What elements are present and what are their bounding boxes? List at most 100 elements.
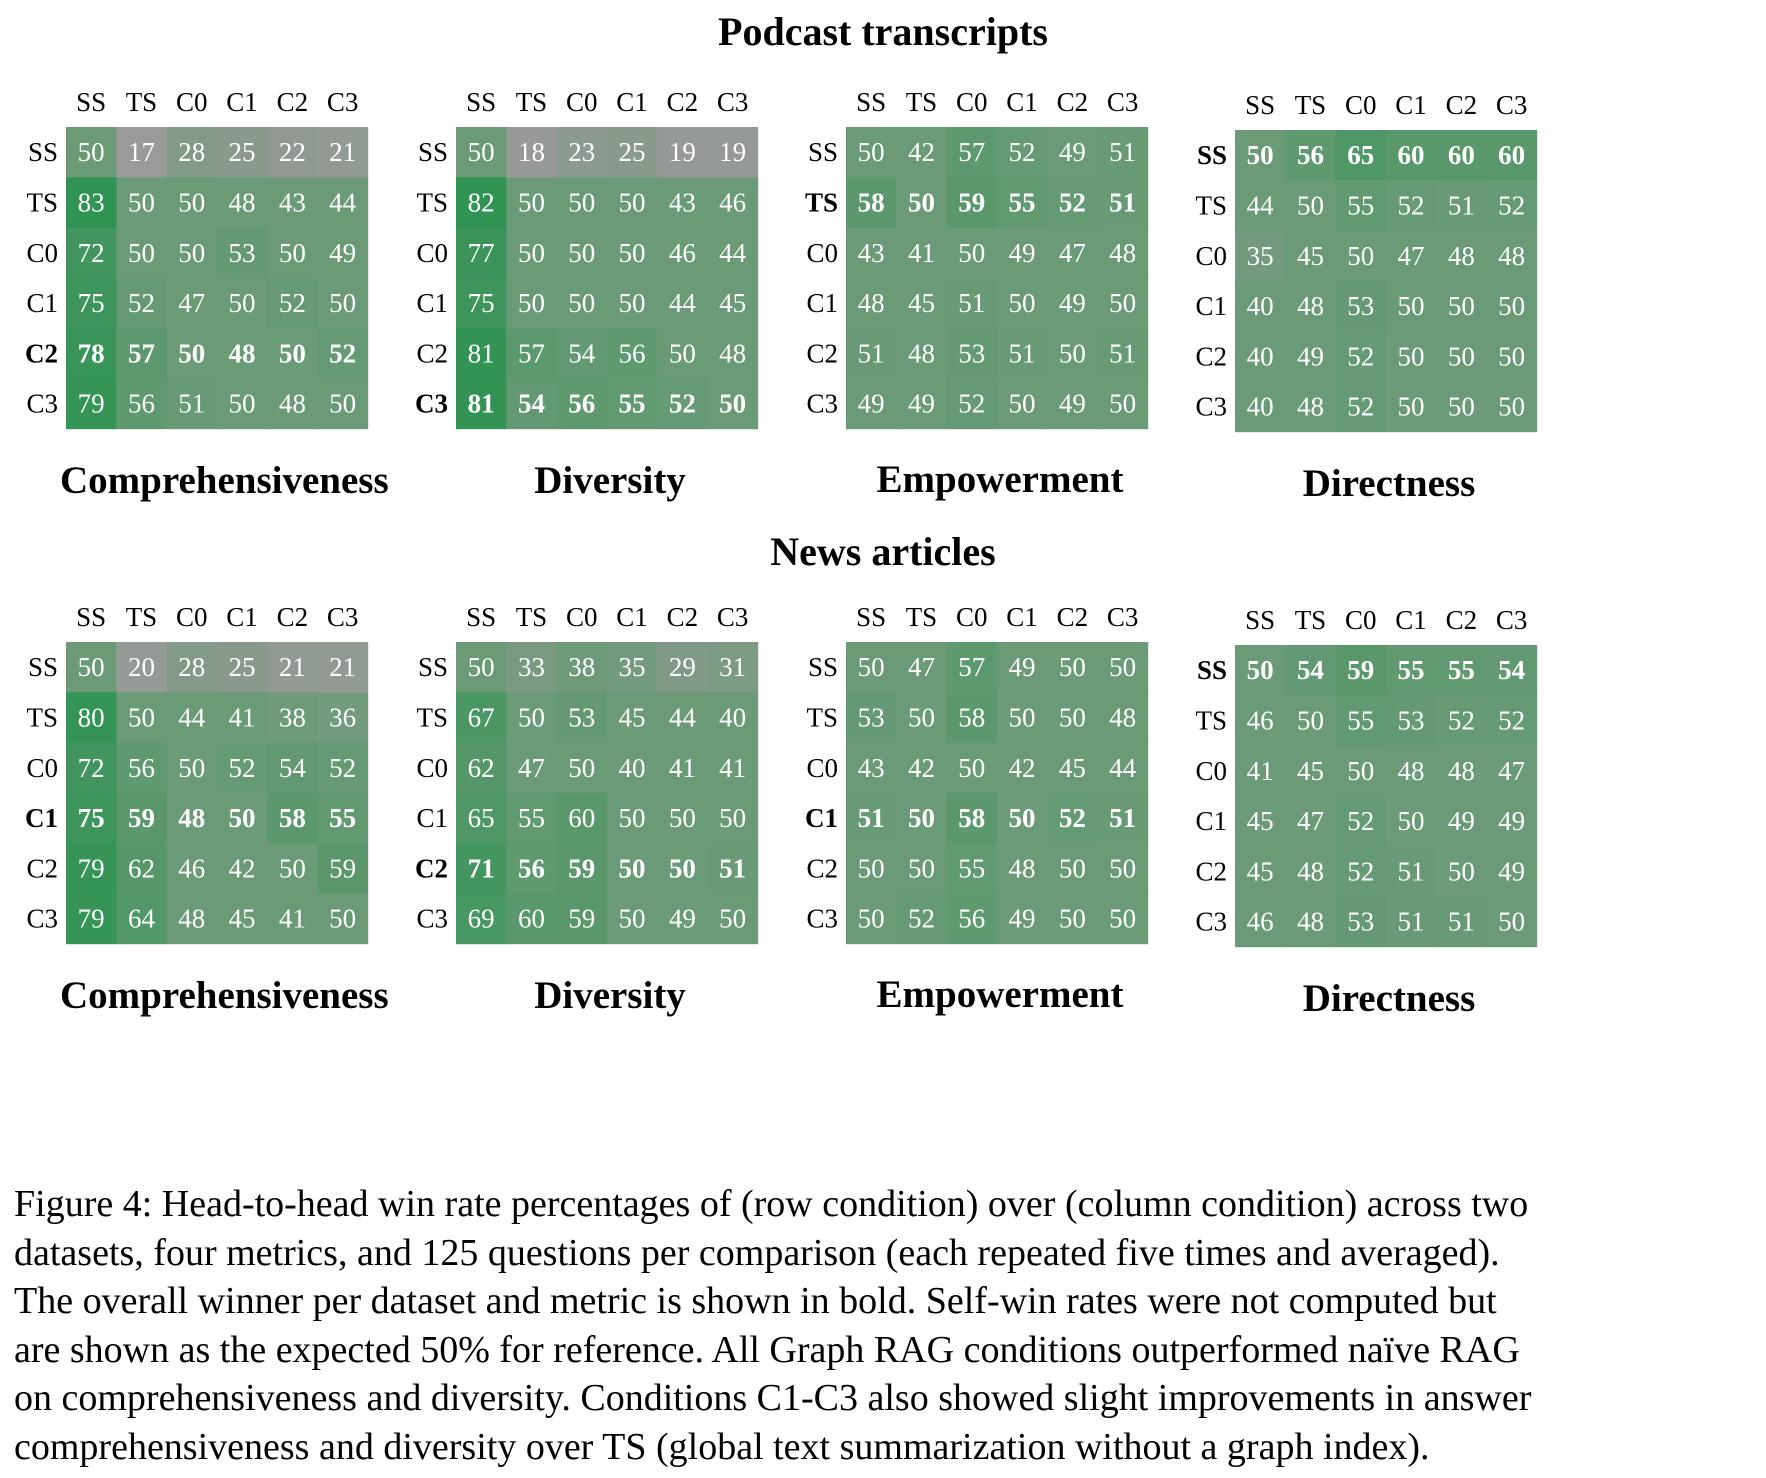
heatmap-cell: [556, 742, 608, 794]
heatmap-cell: [1047, 742, 1098, 794]
cell-value: 49: [669, 904, 696, 934]
heatmap-cell: [1385, 180, 1437, 231]
col-label: TS: [906, 602, 938, 632]
heatmap-cell: [846, 792, 897, 844]
heatmap-cell: [1235, 896, 1286, 948]
heatmap-cell: [946, 277, 998, 329]
cell-value: 50: [858, 853, 885, 883]
cell-value: 53: [958, 338, 985, 368]
heatmap-cell: [1385, 846, 1437, 897]
row-label: C2: [415, 853, 448, 883]
heatmap-cell: [166, 277, 218, 329]
cell-value: 50: [1498, 291, 1525, 321]
cell-value: 56: [128, 753, 155, 783]
heatmap-cell: [1285, 795, 1336, 847]
cell-value: 59: [568, 853, 595, 883]
cell-value: 50: [1398, 806, 1425, 836]
heatmap-cell: [657, 893, 708, 945]
heatmap-cell: [846, 692, 897, 743]
col-label: SS: [76, 602, 106, 632]
heatmap-cell: [1486, 846, 1538, 897]
cell-value: 51: [719, 853, 746, 883]
row-label: C2: [25, 338, 58, 368]
heatmap-cell: [456, 692, 507, 743]
heatmap-cell: [267, 378, 318, 430]
col-label: C1: [226, 602, 258, 632]
heatmap-cell: [556, 642, 608, 693]
cell-value: 50: [908, 702, 935, 732]
heatmap-cell: [1285, 846, 1336, 897]
heatmap-cell: [846, 227, 897, 279]
heatmap-cell: [846, 642, 897, 693]
cell-value: 51: [1109, 187, 1136, 217]
cell-value: 21: [329, 652, 356, 682]
cell-value: 50: [1247, 140, 1274, 170]
cell-value: 59: [958, 187, 985, 217]
heatmap-cell: [456, 843, 507, 894]
cell-value: 50: [229, 803, 256, 833]
cell-value: 45: [229, 904, 256, 934]
heatmap-cell: [657, 277, 708, 329]
row-label: C1: [806, 288, 838, 318]
heatmap-cell: [1047, 843, 1098, 894]
heatmap-podcast-empowerment: SS TS C0 C1 C2 C3 SS 50 42 57 52 49 51 TS 58 50 59 55 52 51…: [800, 82, 1160, 432]
cell-value: 50: [1059, 338, 1086, 368]
cell-value: 49: [1059, 389, 1086, 419]
col-label: C2: [667, 87, 699, 117]
heatmap-cell: [1235, 645, 1286, 696]
cell-value: 59: [128, 803, 155, 833]
heatmap-cell: [166, 378, 218, 430]
heatmap-cell: [1097, 177, 1149, 228]
cell-value: 52: [1347, 392, 1374, 422]
col-label: C0: [956, 87, 988, 117]
heatmap-cell: [946, 692, 998, 743]
row-label: C0: [1195, 241, 1227, 271]
row-label: SS: [1197, 655, 1227, 685]
heatmap-cell: [267, 843, 318, 894]
heatmap-cell: [317, 843, 369, 894]
cell-value: 48: [279, 389, 306, 419]
heatmap-cell: [606, 227, 658, 279]
cell-value: 50: [279, 238, 306, 268]
cell-value: 50: [1109, 904, 1136, 934]
heatmap-cell: [946, 127, 998, 178]
heatmap-cell: [707, 843, 759, 894]
col-label: TS: [126, 602, 158, 632]
col-label: C3: [327, 602, 359, 632]
heatmap-cell: [267, 127, 318, 178]
cell-value: 48: [1398, 756, 1425, 786]
heatmap-cell: [846, 843, 897, 894]
heatmap-cell: [1047, 642, 1098, 693]
heatmap-cell: [606, 127, 658, 178]
cell-value: 54: [568, 338, 596, 368]
figure-caption: Figure 4: Head-to-head win rate percenta…: [14, 1180, 1764, 1471]
row-label: C0: [806, 238, 838, 268]
heatmap-cell: [606, 277, 658, 329]
cell-value: 52: [1009, 137, 1036, 167]
cell-value: 56: [568, 389, 595, 419]
heatmap-cell: [896, 692, 947, 743]
cell-value: 78: [78, 338, 105, 368]
heatmap-cell: [606, 328, 658, 379]
heatmap-cell: [66, 792, 117, 844]
heatmap-cell: [657, 692, 708, 743]
col-label: C3: [327, 87, 359, 117]
cell-value: 50: [128, 238, 155, 268]
cell-value: 50: [518, 702, 545, 732]
col-label: C0: [176, 87, 208, 117]
row-label: TS: [26, 702, 58, 732]
heatmap-cell: [166, 893, 218, 945]
heatmap-cell: [66, 328, 117, 379]
heatmap-cell: [267, 742, 318, 794]
heatmap-cell: [996, 277, 1048, 329]
cell-value: 50: [1347, 241, 1374, 271]
cell-value: 59: [329, 853, 356, 883]
cell-value: 50: [1109, 288, 1136, 318]
cell-value: 25: [229, 652, 256, 682]
heatmap-cell: [1047, 893, 1098, 945]
cell-value: 50: [279, 338, 306, 368]
cell-value: 48: [1297, 907, 1324, 937]
cell-value: 57: [128, 338, 155, 368]
heatmap-cell: [946, 177, 998, 228]
heatmap-cell: [1436, 180, 1487, 231]
